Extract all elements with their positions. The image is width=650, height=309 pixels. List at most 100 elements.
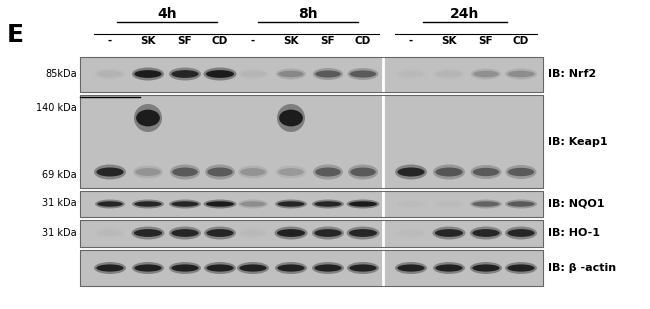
- Ellipse shape: [240, 168, 266, 176]
- Ellipse shape: [172, 229, 199, 237]
- Ellipse shape: [470, 200, 502, 209]
- Ellipse shape: [508, 229, 534, 237]
- Ellipse shape: [508, 168, 534, 176]
- Ellipse shape: [169, 67, 201, 81]
- Ellipse shape: [169, 262, 201, 274]
- Ellipse shape: [436, 71, 462, 77]
- Bar: [80, 250, 543, 286]
- Ellipse shape: [432, 226, 465, 239]
- Ellipse shape: [277, 104, 305, 132]
- Text: 31 kDa: 31 kDa: [42, 198, 77, 208]
- Ellipse shape: [278, 71, 304, 77]
- Ellipse shape: [135, 70, 162, 78]
- Ellipse shape: [505, 226, 537, 239]
- Ellipse shape: [172, 70, 199, 78]
- Ellipse shape: [95, 227, 125, 239]
- Ellipse shape: [204, 262, 236, 274]
- Ellipse shape: [277, 229, 305, 237]
- Ellipse shape: [395, 262, 427, 274]
- Ellipse shape: [350, 167, 376, 176]
- Ellipse shape: [98, 201, 123, 207]
- Text: 8h: 8h: [298, 7, 318, 21]
- Ellipse shape: [207, 229, 233, 237]
- Ellipse shape: [96, 265, 124, 272]
- Ellipse shape: [473, 265, 500, 272]
- Ellipse shape: [505, 200, 537, 209]
- Text: IB: Nrf2: IB: Nrf2: [548, 69, 596, 79]
- Text: E: E: [6, 23, 23, 47]
- Ellipse shape: [312, 226, 344, 239]
- Bar: [80, 191, 543, 217]
- Ellipse shape: [279, 110, 303, 126]
- Ellipse shape: [203, 200, 237, 209]
- Text: SK: SK: [441, 36, 457, 46]
- Ellipse shape: [240, 230, 266, 236]
- Ellipse shape: [315, 229, 342, 237]
- Ellipse shape: [134, 229, 162, 237]
- Ellipse shape: [169, 226, 201, 239]
- Bar: [80, 220, 543, 247]
- Ellipse shape: [350, 265, 376, 272]
- Ellipse shape: [473, 168, 499, 176]
- Bar: [80, 250, 543, 286]
- Bar: [80, 95, 543, 188]
- Text: 140 kDa: 140 kDa: [36, 103, 77, 113]
- Ellipse shape: [398, 201, 424, 207]
- Ellipse shape: [397, 167, 424, 176]
- Ellipse shape: [470, 262, 502, 274]
- Text: CD: CD: [212, 36, 228, 46]
- Ellipse shape: [505, 69, 537, 79]
- Ellipse shape: [508, 71, 534, 77]
- Ellipse shape: [313, 68, 343, 80]
- Ellipse shape: [315, 265, 342, 272]
- Ellipse shape: [207, 265, 233, 272]
- Ellipse shape: [172, 201, 199, 207]
- Ellipse shape: [238, 227, 268, 239]
- Ellipse shape: [172, 167, 198, 176]
- Bar: [80, 95, 543, 188]
- Ellipse shape: [238, 166, 268, 179]
- Ellipse shape: [312, 200, 344, 209]
- Ellipse shape: [95, 200, 125, 209]
- Ellipse shape: [96, 167, 124, 176]
- Text: 31 kDa: 31 kDa: [42, 228, 77, 238]
- Ellipse shape: [203, 67, 237, 81]
- Ellipse shape: [94, 164, 126, 180]
- Ellipse shape: [135, 168, 161, 176]
- Ellipse shape: [206, 201, 234, 207]
- Ellipse shape: [346, 226, 380, 239]
- Ellipse shape: [275, 262, 307, 274]
- Ellipse shape: [98, 230, 123, 236]
- Ellipse shape: [396, 227, 426, 239]
- Text: -: -: [108, 36, 112, 46]
- Ellipse shape: [135, 201, 162, 207]
- Ellipse shape: [275, 200, 307, 209]
- Text: 69 kDa: 69 kDa: [42, 170, 77, 180]
- Ellipse shape: [172, 265, 199, 272]
- Ellipse shape: [315, 167, 341, 176]
- Ellipse shape: [433, 262, 465, 274]
- Ellipse shape: [276, 69, 306, 79]
- Ellipse shape: [349, 229, 377, 237]
- Ellipse shape: [95, 69, 125, 79]
- Text: 85kDa: 85kDa: [46, 69, 77, 79]
- Ellipse shape: [508, 265, 534, 272]
- Ellipse shape: [473, 229, 500, 237]
- Ellipse shape: [237, 262, 269, 274]
- Ellipse shape: [240, 71, 266, 77]
- Ellipse shape: [398, 230, 424, 236]
- Ellipse shape: [238, 69, 268, 79]
- Text: SF: SF: [177, 36, 192, 46]
- Ellipse shape: [508, 201, 534, 207]
- Ellipse shape: [278, 168, 304, 176]
- Ellipse shape: [205, 164, 235, 180]
- Ellipse shape: [396, 69, 426, 79]
- Bar: [80, 191, 543, 217]
- Ellipse shape: [348, 68, 378, 80]
- Ellipse shape: [350, 70, 376, 78]
- Ellipse shape: [135, 265, 162, 272]
- Ellipse shape: [473, 201, 500, 207]
- Text: CD: CD: [513, 36, 529, 46]
- Ellipse shape: [436, 201, 462, 207]
- Ellipse shape: [505, 262, 537, 274]
